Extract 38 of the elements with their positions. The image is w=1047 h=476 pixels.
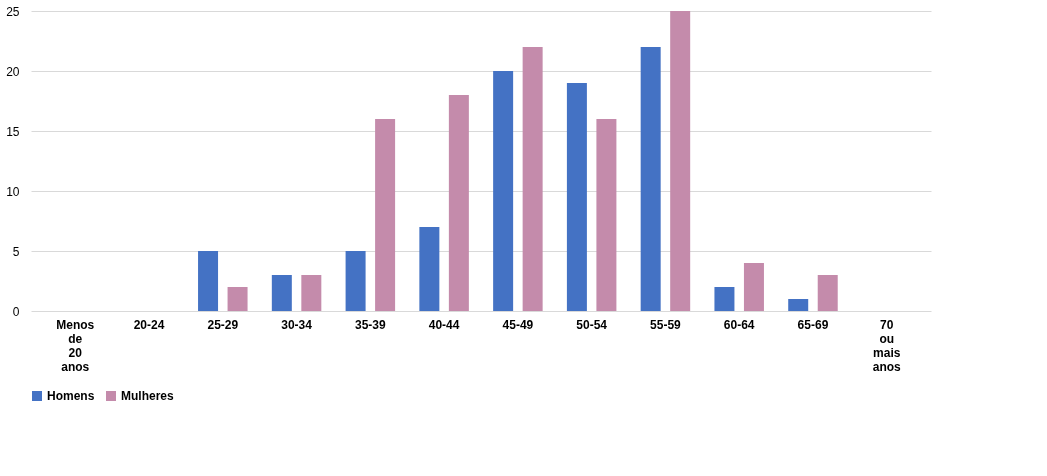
y-tick-label: 20 bbox=[6, 64, 20, 79]
x-tick-label: 45-49 bbox=[502, 317, 534, 332]
bar bbox=[714, 287, 735, 311]
legend-label: Mulheres bbox=[121, 389, 175, 403]
x-tick-label: 20-24 bbox=[133, 317, 165, 332]
x-tick-label: 65-69 bbox=[797, 317, 829, 332]
bar bbox=[448, 95, 469, 311]
bar bbox=[419, 227, 440, 311]
x-tick-label: Menos de 20 anos bbox=[56, 317, 95, 374]
bar bbox=[493, 71, 514, 311]
bar bbox=[788, 299, 809, 311]
x-tick-label: 70 ou mais anos bbox=[872, 317, 902, 374]
y-tick-label: 0 bbox=[12, 304, 20, 319]
x-tick-label: 35-39 bbox=[354, 317, 387, 332]
x-tick-label: 30-34 bbox=[281, 317, 313, 332]
x-tick-label: 25-29 bbox=[207, 317, 239, 332]
bar bbox=[375, 119, 396, 311]
bar bbox=[301, 275, 322, 311]
bar bbox=[566, 83, 587, 311]
bar bbox=[522, 47, 543, 311]
bar bbox=[743, 263, 764, 311]
y-tick-label: 10 bbox=[6, 184, 20, 199]
bar bbox=[596, 119, 617, 311]
bar bbox=[227, 287, 248, 311]
y-tick-label: 5 bbox=[12, 244, 20, 259]
x-tick-label: 50-54 bbox=[576, 317, 608, 332]
x-tick-label: 55-59 bbox=[650, 317, 682, 332]
bar bbox=[271, 275, 292, 311]
y-tick-label: 15 bbox=[6, 124, 20, 139]
bar bbox=[198, 251, 219, 311]
bar bbox=[817, 275, 838, 311]
bar bbox=[345, 251, 366, 311]
x-tick-label: 40-44 bbox=[428, 317, 460, 332]
x-tick-label: 60-64 bbox=[723, 317, 755, 332]
bar bbox=[640, 47, 661, 311]
legend-label: Homens bbox=[47, 389, 95, 403]
y-tick-label: 25 bbox=[6, 4, 20, 19]
bar bbox=[670, 11, 691, 311]
